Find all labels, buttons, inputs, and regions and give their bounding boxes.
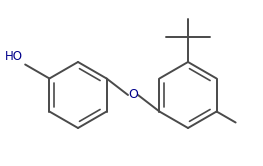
Text: O: O bbox=[128, 88, 138, 101]
Text: HO: HO bbox=[5, 49, 23, 63]
